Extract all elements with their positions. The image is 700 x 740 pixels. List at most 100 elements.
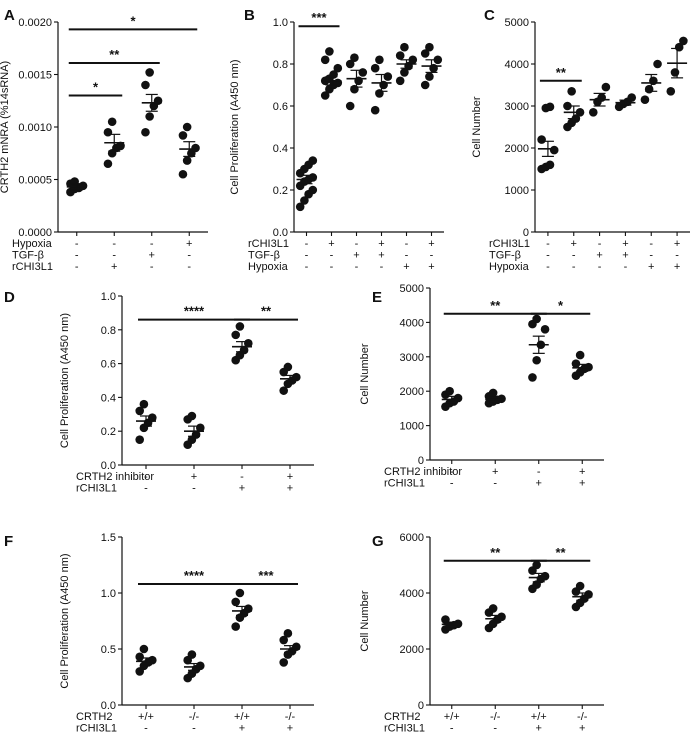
condition-value-c: - bbox=[649, 238, 653, 250]
data-point-b bbox=[300, 196, 309, 205]
significance-label-d: ** bbox=[261, 304, 272, 319]
significance-label-g: ** bbox=[555, 545, 566, 560]
condition-value-e: + bbox=[536, 478, 542, 490]
data-point-g bbox=[488, 604, 498, 613]
significance-label-g: ** bbox=[490, 545, 501, 560]
data-point-c bbox=[537, 135, 546, 144]
data-point-f bbox=[196, 661, 205, 671]
condition-value-d: - bbox=[144, 483, 148, 495]
condition-name-a: rCHI3L1 bbox=[12, 261, 53, 273]
y-tick-label-e: 0 bbox=[418, 455, 424, 467]
data-point-f bbox=[231, 622, 240, 631]
condition-value-g: -/- bbox=[577, 711, 588, 723]
data-point-e bbox=[575, 350, 585, 360]
condition-value-f: -/- bbox=[285, 711, 296, 723]
data-point-a bbox=[191, 143, 200, 153]
condition-name-d: rCHI3L1 bbox=[76, 483, 117, 495]
data-point-a bbox=[78, 181, 88, 191]
data-point-e bbox=[532, 314, 541, 324]
data-point-e bbox=[488, 388, 498, 398]
y-tick-label-g: 4000 bbox=[400, 588, 424, 600]
data-point-b bbox=[295, 202, 305, 212]
condition-value-c: - bbox=[624, 261, 628, 273]
data-point-b bbox=[420, 49, 430, 58]
y-tick-label-d: 0.8 bbox=[101, 325, 116, 337]
data-point-c bbox=[644, 84, 654, 94]
data-point-b bbox=[345, 59, 355, 69]
data-point-d bbox=[292, 372, 301, 382]
panel-letter-d: D bbox=[4, 289, 15, 306]
data-point-b bbox=[433, 55, 443, 65]
condition-value-f: + bbox=[239, 723, 245, 735]
condition-value-b: + bbox=[428, 261, 434, 273]
y-tick-label-f: 0.5 bbox=[101, 644, 116, 656]
data-point-e bbox=[445, 386, 454, 396]
data-point-a bbox=[153, 96, 163, 106]
data-point-d bbox=[135, 435, 144, 444]
condition-value-c: - bbox=[546, 250, 550, 262]
data-point-a bbox=[145, 68, 154, 77]
condition-name-g: CRTH2 bbox=[384, 711, 420, 723]
condition-value-e: + bbox=[492, 466, 498, 478]
data-point-f bbox=[187, 650, 197, 659]
data-point-d bbox=[235, 322, 245, 331]
data-point-f bbox=[279, 635, 289, 645]
y-tick-label-c: 4000 bbox=[505, 59, 529, 71]
condition-value-e: + bbox=[579, 466, 585, 478]
data-point-b bbox=[370, 63, 380, 73]
data-point-c bbox=[666, 87, 676, 96]
data-point-a bbox=[70, 177, 79, 186]
panel-letter-c: C bbox=[484, 7, 495, 24]
condition-value-e: + bbox=[579, 478, 585, 490]
condition-value-f: - bbox=[192, 723, 196, 735]
data-point-b bbox=[350, 84, 359, 94]
y-tick-label-c: 2000 bbox=[505, 143, 529, 155]
condition-value-b: - bbox=[305, 250, 309, 262]
data-point-a bbox=[103, 127, 113, 137]
condition-value-c: - bbox=[598, 261, 602, 273]
data-point-b bbox=[320, 55, 330, 65]
panel-letter-f: F bbox=[4, 533, 13, 550]
condition-value-d: + bbox=[287, 483, 293, 495]
condition-value-c: - bbox=[598, 238, 602, 250]
y-tick-label-b: 1.0 bbox=[273, 17, 288, 29]
condition-name-c: TGF-β bbox=[489, 250, 521, 262]
y-axis-label-f: Cell Proliferation (A450 nm) bbox=[59, 553, 71, 688]
condition-name-g: rCHI3L1 bbox=[384, 723, 425, 735]
condition-value-d: - bbox=[144, 471, 148, 483]
y-axis-label-b: Cell Proliferation (A450 nm) bbox=[229, 59, 241, 194]
y-tick-label-b: 0.0 bbox=[273, 227, 288, 239]
data-point-e bbox=[571, 359, 581, 368]
data-point-b bbox=[375, 89, 384, 98]
data-point-b bbox=[429, 63, 438, 73]
significance-label-d: **** bbox=[184, 304, 205, 319]
condition-value-c: - bbox=[546, 261, 550, 273]
condition-value-b: + bbox=[328, 238, 334, 250]
y-axis-label-e: Cell Number bbox=[359, 343, 371, 404]
y-tick-label-f: 1.5 bbox=[101, 532, 116, 544]
data-point-a bbox=[182, 156, 192, 165]
y-tick-label-d: 0.0 bbox=[101, 460, 116, 472]
condition-name-a: Hypoxia bbox=[12, 238, 53, 250]
y-tick-label-g: 2000 bbox=[400, 644, 424, 656]
data-point-a bbox=[141, 80, 150, 90]
data-point-c bbox=[649, 76, 658, 86]
data-point-b bbox=[379, 80, 388, 90]
condition-value-c: + bbox=[648, 261, 654, 273]
condition-value-c: + bbox=[622, 238, 628, 250]
significance-label-b: *** bbox=[311, 10, 327, 25]
data-point-g bbox=[497, 612, 506, 622]
data-point-a bbox=[145, 112, 154, 121]
data-point-e bbox=[532, 355, 541, 365]
y-tick-label-f: 1.0 bbox=[101, 588, 116, 600]
condition-name-b: rCHI3L1 bbox=[248, 238, 289, 250]
data-point-b bbox=[358, 68, 368, 77]
condition-value-b: - bbox=[430, 250, 434, 262]
data-point-d bbox=[187, 411, 197, 421]
panel-letter-b: B bbox=[244, 7, 255, 24]
data-point-f bbox=[139, 644, 149, 654]
condition-name-f: rCHI3L1 bbox=[76, 723, 117, 735]
data-point-b bbox=[308, 173, 318, 182]
condition-value-c: - bbox=[546, 238, 550, 250]
